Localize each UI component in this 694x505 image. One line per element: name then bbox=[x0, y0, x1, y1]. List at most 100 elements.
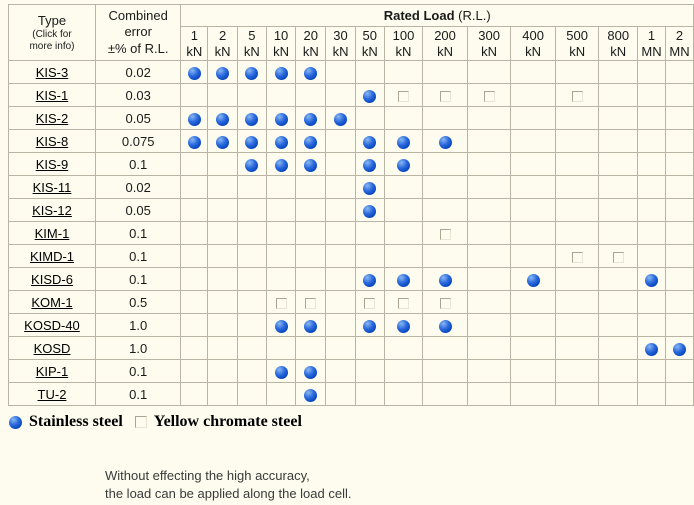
mark-cell bbox=[637, 198, 666, 223]
mark-cell bbox=[295, 290, 327, 315]
mark-cell bbox=[422, 129, 468, 154]
mark-cell bbox=[265, 60, 297, 85]
mark-cell bbox=[180, 290, 209, 315]
mark-cell bbox=[383, 336, 424, 361]
mark-cell bbox=[466, 290, 512, 315]
mark-cell bbox=[598, 382, 639, 407]
mark-cell bbox=[664, 129, 694, 154]
mark-cell bbox=[598, 129, 639, 154]
error-value: 0.1 bbox=[94, 152, 182, 177]
type-link-kis-11[interactable]: KIS-11 bbox=[32, 179, 72, 195]
header-row-top: Type (Click for more info) Combined erro… bbox=[8, 3, 694, 62]
stainless-steel-dot-icon bbox=[216, 112, 230, 126]
mark-cell bbox=[664, 336, 694, 361]
type-link-kis-2[interactable]: KIS-2 bbox=[35, 110, 69, 126]
mark-cell bbox=[554, 60, 600, 85]
load-column-header-800-kn: 800 kN bbox=[598, 25, 639, 62]
table-row-kis-2: KIS-2 0.05 bbox=[8, 106, 694, 131]
mark-cell bbox=[554, 267, 600, 292]
rated-load-table: Type (Click for more info) Combined erro… bbox=[8, 3, 694, 407]
mark-cell bbox=[265, 152, 297, 177]
table-row-kis-8: KIS-8 0.075 bbox=[8, 129, 694, 154]
mark-cell bbox=[354, 198, 385, 223]
mark-cell bbox=[554, 359, 600, 384]
mark-cell bbox=[236, 83, 267, 108]
mark-cell bbox=[554, 336, 600, 361]
type-cell: KIS-12 bbox=[8, 198, 96, 223]
mark-cell bbox=[510, 336, 556, 361]
type-link-kimd-1[interactable]: KIMD-1 bbox=[29, 248, 75, 264]
stainless-steel-dot-icon bbox=[334, 112, 348, 126]
stainless-steel-dot-icon bbox=[396, 319, 410, 333]
mark-cell bbox=[325, 313, 356, 338]
type-link-kisd-6[interactable]: KISD-6 bbox=[31, 271, 73, 287]
mark-cell bbox=[422, 60, 468, 85]
error-value: 0.075 bbox=[94, 129, 182, 154]
mark-cell bbox=[598, 106, 639, 131]
mark-cell bbox=[510, 106, 556, 131]
error-value: 1.0 bbox=[94, 313, 182, 338]
mark-cell bbox=[422, 244, 468, 269]
stainless-steel-dot-icon bbox=[245, 112, 259, 126]
table-row-kosd-40: KOSD-40 1.0 bbox=[8, 313, 694, 338]
type-link-kosd[interactable]: KOSD bbox=[33, 340, 71, 356]
mark-cell bbox=[422, 221, 468, 246]
mark-cell bbox=[664, 152, 694, 177]
load-column-header-20-kn: 20 kN bbox=[295, 25, 327, 62]
type-link-kis-1[interactable]: KIS-1 bbox=[35, 87, 69, 103]
type-link-kim-1[interactable]: KIM-1 bbox=[34, 225, 70, 241]
mark-cell bbox=[207, 106, 238, 131]
mark-cell bbox=[295, 267, 327, 292]
stainless-steel-dot-icon bbox=[363, 158, 377, 172]
mark-cell bbox=[510, 290, 556, 315]
mark-cell bbox=[554, 106, 600, 131]
load-column-header-2-kn: 2 kN bbox=[207, 25, 238, 62]
mark-cell bbox=[510, 152, 556, 177]
mark-cell bbox=[383, 106, 424, 131]
stainless-steel-dot-icon bbox=[187, 66, 201, 80]
error-value: 0.1 bbox=[94, 359, 182, 384]
type-cell: KIS-9 bbox=[8, 152, 96, 177]
mark-cell bbox=[265, 290, 297, 315]
mark-cell bbox=[265, 336, 297, 361]
mark-cell bbox=[510, 359, 556, 384]
stainless-steel-dot-icon bbox=[396, 135, 410, 149]
type-link-kip-1[interactable]: KIP-1 bbox=[35, 363, 69, 379]
mark-cell bbox=[510, 83, 556, 108]
mark-cell bbox=[295, 221, 327, 246]
mark-cell bbox=[325, 83, 356, 108]
mark-cell bbox=[422, 152, 468, 177]
mark-cell bbox=[354, 83, 385, 108]
mark-cell bbox=[325, 290, 356, 315]
mark-cell bbox=[207, 359, 238, 384]
stainless-steel-dot-icon bbox=[304, 112, 318, 126]
mark-cell bbox=[554, 152, 600, 177]
mark-cell bbox=[207, 244, 238, 269]
mark-cell bbox=[325, 359, 356, 384]
mark-cell bbox=[295, 244, 327, 269]
mark-cell bbox=[354, 221, 385, 246]
stainless-steel-dot-icon bbox=[274, 66, 288, 80]
mark-cell bbox=[354, 267, 385, 292]
mark-cell bbox=[207, 267, 238, 292]
mark-cell bbox=[236, 336, 267, 361]
mark-cell bbox=[383, 267, 424, 292]
stainless-steel-dot-icon bbox=[363, 89, 377, 103]
mark-cell bbox=[265, 83, 297, 108]
type-link-kis-9[interactable]: KIS-9 bbox=[35, 156, 69, 172]
type-link-kom-1[interactable]: KOM-1 bbox=[31, 294, 73, 310]
mark-cell bbox=[637, 60, 666, 85]
type-link-kis-3[interactable]: KIS-3 bbox=[35, 64, 69, 80]
mark-cell bbox=[637, 359, 666, 384]
mark-cell bbox=[354, 152, 385, 177]
mark-cell bbox=[236, 106, 267, 131]
stainless-steel-dot-icon bbox=[187, 112, 201, 126]
type-link-kosd-40[interactable]: KOSD-40 bbox=[24, 317, 80, 333]
type-link-kis-12[interactable]: KIS-12 bbox=[32, 202, 72, 218]
type-cell: KOSD-40 bbox=[8, 313, 96, 338]
type-link-kis-8[interactable]: KIS-8 bbox=[35, 133, 69, 149]
rated-load-header: Rated Load (R.L.) bbox=[180, 4, 694, 27]
mark-cell bbox=[664, 175, 694, 200]
type-cell: TU-2 bbox=[8, 382, 96, 407]
type-link-tu-2[interactable]: TU-2 bbox=[37, 386, 67, 402]
